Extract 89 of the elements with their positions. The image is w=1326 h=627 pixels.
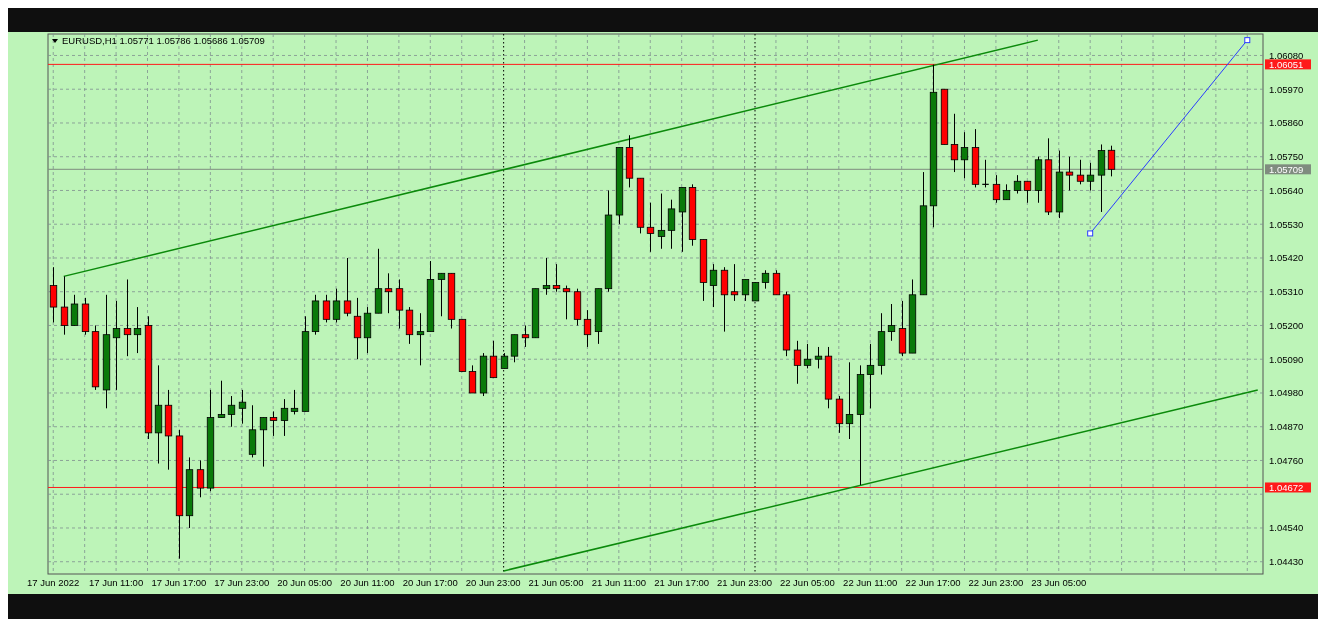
candlestick xyxy=(510,334,519,363)
candlestick xyxy=(1065,156,1074,191)
candlestick xyxy=(562,285,571,320)
candlestick xyxy=(238,389,247,425)
chart-title: EURUSD,H1 1.05771 1.05786 1.05686 1.05709 xyxy=(62,35,265,46)
candlestick xyxy=(437,272,446,317)
candlestick xyxy=(1013,174,1022,195)
y-tick-label: 1.05640 xyxy=(1269,184,1304,196)
candlestick xyxy=(259,417,268,468)
candlestick xyxy=(667,199,676,250)
y-tick-label: 1.05310 xyxy=(1269,286,1304,298)
x-tick-label: 22 Jun 11:00 xyxy=(843,577,898,588)
candlestick xyxy=(814,346,823,369)
y-tick-label: 1.05860 xyxy=(1269,117,1304,129)
candlestick xyxy=(657,193,666,250)
y-tick-label: 1.05090 xyxy=(1269,353,1304,365)
candlestick xyxy=(793,340,802,385)
candlestick xyxy=(269,410,278,437)
x-tick-label: 21 Jun 23:00 xyxy=(717,577,772,588)
y-tick-label: 1.04760 xyxy=(1269,454,1304,466)
x-tick-label: 17 Jun 2022 xyxy=(27,577,80,588)
x-tick-label: 21 Jun 17:00 xyxy=(654,577,710,588)
candlestick xyxy=(741,278,750,302)
candlestick xyxy=(583,309,592,348)
candlestick xyxy=(1076,159,1085,185)
candlestick xyxy=(992,174,1001,204)
candlestick xyxy=(49,266,58,323)
candlestick xyxy=(112,300,121,391)
x-tick-label: 21 Jun 05:00 xyxy=(528,577,584,588)
x-tick-label: 23 Jun 05:00 xyxy=(1031,577,1087,588)
candlestick xyxy=(384,272,393,314)
candlestick xyxy=(1023,180,1032,204)
candlestick xyxy=(646,202,655,253)
candlestick xyxy=(542,257,551,296)
candlestick xyxy=(1107,145,1116,177)
y-tick-label: 1.05530 xyxy=(1269,218,1304,230)
candlestick xyxy=(521,324,530,348)
candlestick xyxy=(133,306,142,354)
x-tick-label: 17 Jun 23:00 xyxy=(214,577,270,588)
x-tick-label: 21 Jun 11:00 xyxy=(591,577,646,588)
ref-line-label: 1.04672 xyxy=(1269,481,1304,493)
candlestick xyxy=(60,275,69,336)
ref-line-label: 1.06051 xyxy=(1269,58,1304,70)
candlestick xyxy=(343,257,352,317)
y-tick-label: 1.05200 xyxy=(1269,319,1304,331)
candlestick xyxy=(866,343,875,409)
candlestick xyxy=(887,303,896,342)
candlestick xyxy=(123,278,132,357)
x-tick-label: 20 Jun 05:00 xyxy=(277,577,333,588)
x-tick-label: 17 Jun 17:00 xyxy=(151,577,207,588)
y-tick-label: 1.05750 xyxy=(1269,151,1304,163)
candlestick xyxy=(845,361,854,440)
candlestick xyxy=(730,263,739,302)
candlestick xyxy=(709,263,718,308)
ref-line-label: 1.05709 xyxy=(1269,163,1304,175)
x-tick-label: 22 Jun 17:00 xyxy=(905,577,961,588)
candlestick xyxy=(761,269,770,290)
candlestick xyxy=(227,395,236,428)
candlestick xyxy=(1086,162,1095,191)
candlestick xyxy=(803,343,812,369)
candlestick xyxy=(217,380,226,419)
x-tick-label: 22 Jun 05:00 xyxy=(779,577,835,588)
candlestick xyxy=(196,459,205,498)
candlestick xyxy=(772,269,781,296)
candlestick xyxy=(468,364,477,394)
x-tick-label: 20 Jun 17:00 xyxy=(402,577,458,588)
y-tick-label: 1.04980 xyxy=(1269,387,1304,399)
candlestick xyxy=(950,113,959,173)
candlestick xyxy=(489,340,498,379)
candlestick xyxy=(70,294,79,326)
candlestick xyxy=(552,263,561,293)
candlestick xyxy=(322,294,331,323)
candlestick xyxy=(332,288,341,323)
x-tick-label: 20 Jun 11:00 xyxy=(340,577,395,588)
candlestick xyxy=(395,278,404,330)
y-tick-label: 1.05970 xyxy=(1269,83,1304,95)
x-tick-label: 17 Jun 11:00 xyxy=(88,577,144,588)
candlestick xyxy=(960,131,969,179)
candlestick xyxy=(280,398,289,437)
candlestick xyxy=(290,389,299,415)
y-tick-label: 1.06080 xyxy=(1269,49,1304,61)
candlestick xyxy=(353,297,362,360)
y-tick-label: 1.04430 xyxy=(1269,556,1304,568)
x-tick-label: 20 Jun 23:00 xyxy=(465,577,521,588)
y-tick-label: 1.04540 xyxy=(1269,522,1304,534)
y-tick-label: 1.05420 xyxy=(1269,252,1304,264)
y-tick-label: 1.04870 xyxy=(1269,421,1304,433)
x-tick-label: 22 Jun 23:00 xyxy=(968,577,1024,588)
candlestick xyxy=(416,312,425,366)
